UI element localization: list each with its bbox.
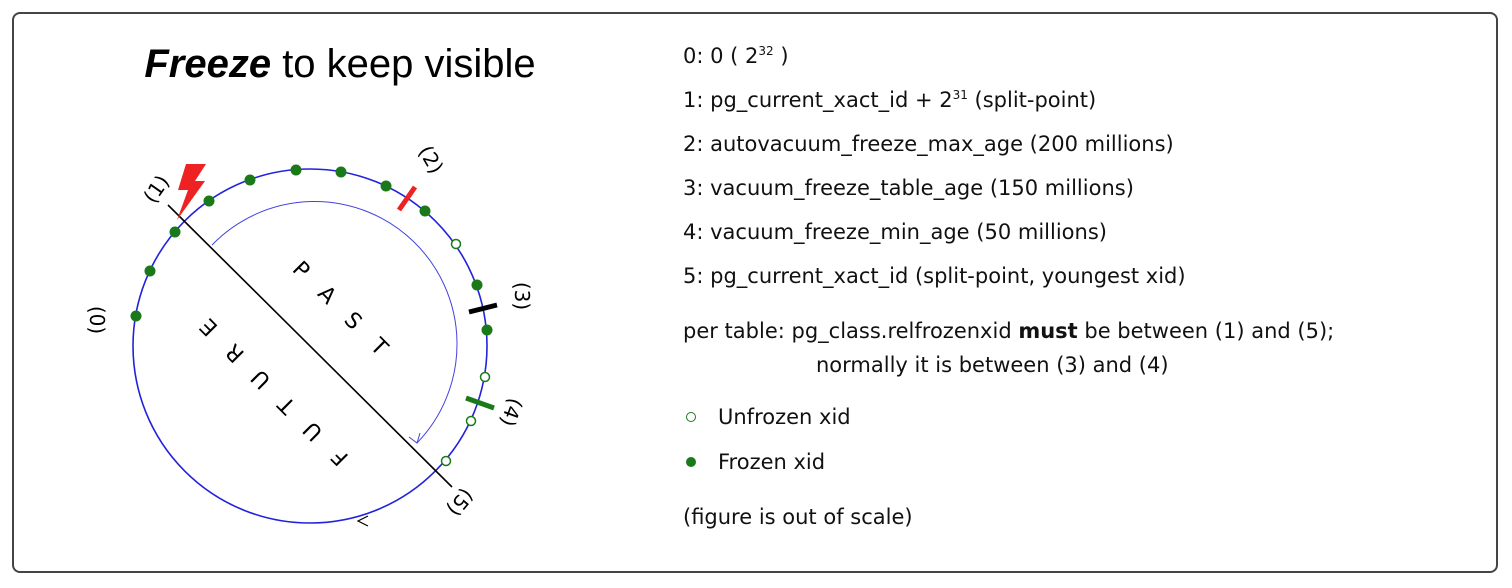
future-letter: U [299,416,328,445]
l0-exp: 32 [758,44,774,58]
figure-title: Freeze to keep visible [0,42,680,87]
legend-unfrozen-label: Unfrozen xid [718,405,851,429]
legend-unfrozen: Unfrozen xid [683,405,851,429]
scale-note: (figure is out of scale) [683,505,913,529]
frozen-xid-dot [481,324,493,336]
l1-post: (split-point) [967,88,1097,112]
unfrozen-xid-dot [440,455,452,467]
split-line [167,204,453,488]
legend-line-5: 5: pg_current_xact_id (split-point, youn… [683,264,1186,288]
future-letter: E [196,313,224,341]
legend-line-2: 2: autovacuum_freeze_max_age (200 millio… [683,132,1174,156]
future-letter: R [221,338,249,366]
label-1: (1) [138,170,174,207]
frozen-dot-icon [686,457,696,467]
unfrozen-xid-dot [479,371,491,383]
frozen-xid-dot [380,180,392,192]
l1-exp: 31 [952,88,968,102]
xid-circle [132,168,488,524]
frozen-xid-dot [130,310,142,322]
frozen-xid-dot [290,164,302,176]
past-letter: A [312,281,340,309]
past-arc [211,201,458,444]
past-letter: P [287,257,314,284]
legend-line-1: 1: pg_current_xact_id + 231 (split-point… [683,88,1096,112]
future-letter: F [327,443,354,470]
past-letter: S [339,308,367,336]
legend-frozen: Frozen xid [683,450,825,474]
rule-bold: must [1018,319,1078,343]
past-letter: T [364,333,392,361]
figure-frame [12,12,1498,573]
label-2: (2) [414,141,449,178]
legend-frozen-label: Frozen xid [718,450,826,474]
circle-arrowhead [356,515,369,527]
rule-line-1: per table: pg_class.relfrozenxid must be… [683,319,1334,343]
label-3: (3) [510,282,534,310]
title-rest: to keep visible [271,42,536,86]
unfrozen-xid-dot [465,415,477,427]
frozen-xid-dot [335,166,347,178]
unfrozen-xid-dot [450,238,462,250]
rule-post: be between (1) and (5); [1077,319,1335,343]
frozen-xid-dot [169,226,181,238]
frozen-xid-dot [144,265,156,277]
rule-pre: per table: pg_class.relfrozenxid [683,319,1019,343]
label-0: (0) [85,306,109,334]
frozen-xid-dot [203,195,215,207]
legend-line-3: 3: vacuum_freeze_table_age (150 millions… [683,176,1134,200]
l1-text: 1: pg_current_xact_id + 2 [683,88,953,112]
future-letter: U [247,364,276,393]
mark-2 [396,185,418,212]
frozen-xid-dot [244,174,256,186]
title-bold: Freeze [144,42,272,86]
unfrozen-dot-icon [686,412,696,422]
frozen-xid-dot [419,205,431,217]
legend-line-0: 0: 0 ( 232 ) [683,44,789,68]
frozen-xid-dot [471,279,483,291]
l0-post: ) [773,44,789,68]
mark-4 [465,395,495,411]
l0-text: 0: 0 ( 2 [683,44,759,68]
legend-line-4: 4: vacuum_freeze_min_age (50 millions) [683,220,1107,244]
label-4: (4) [495,395,527,430]
rule-line-2: normally it is between (3) and (4) [816,353,1169,377]
wraparound-bolt-icon [177,164,206,220]
label-5: (5) [442,484,479,521]
past-arc-arrowhead [408,432,421,444]
mark-3 [468,302,498,315]
future-letter: T [273,391,301,419]
